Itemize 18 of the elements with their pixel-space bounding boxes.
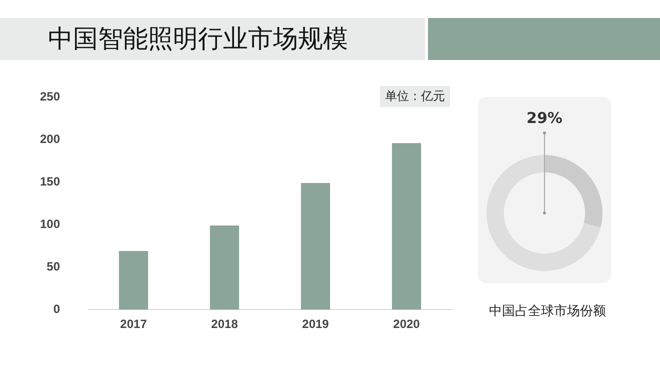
bar: [392, 143, 422, 310]
y-tick-label: 150: [40, 174, 60, 188]
bar: [118, 250, 148, 310]
y-tick-label: 100: [40, 216, 60, 231]
data-label: 29%: [526, 109, 562, 127]
annotation: 单位：亿元: [380, 86, 450, 107]
bar: [300, 183, 330, 310]
text: 中国占全球市场份额: [488, 303, 607, 320]
x-tick-label: 2018: [211, 317, 238, 332]
x-tick-label: 2020: [393, 317, 420, 332]
y-tick-label: 200: [40, 132, 60, 146]
bar: [210, 225, 240, 310]
x-tick-label: 2019: [302, 317, 330, 332]
y-tick-label: 0: [53, 302, 60, 316]
chart-title: 中国智能照明行业市场规模: [48, 23, 348, 55]
y-tick-label: 250: [40, 90, 60, 104]
x-tick-label: 2017: [120, 317, 148, 332]
y-tick-label: 50: [46, 259, 60, 274]
